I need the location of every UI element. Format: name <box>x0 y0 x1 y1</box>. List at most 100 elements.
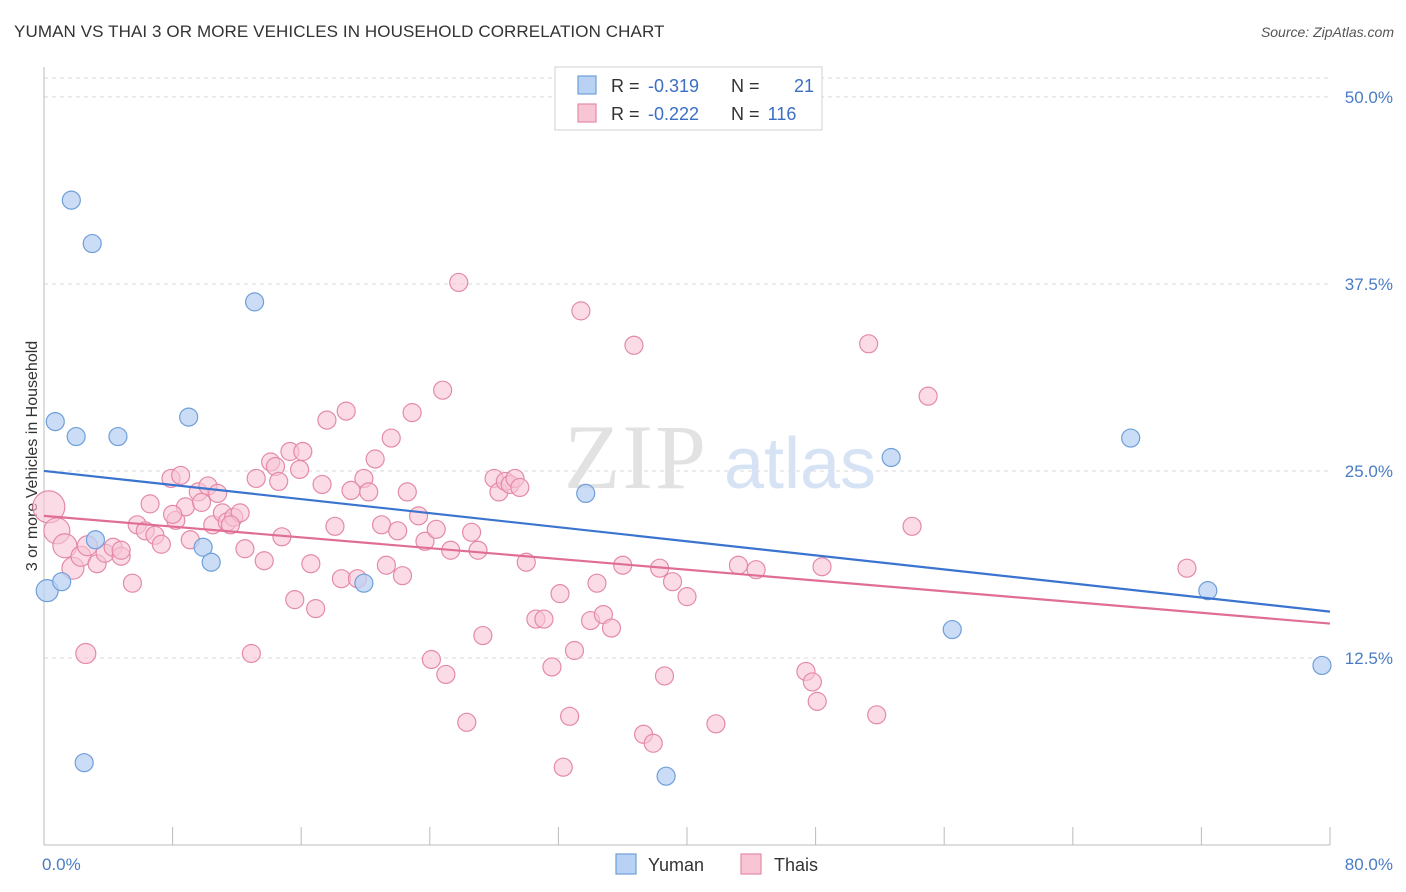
point-thais <box>75 642 97 665</box>
point-thais <box>654 666 675 686</box>
point-thais <box>867 705 887 725</box>
point-thais <box>220 515 241 535</box>
point-thais <box>293 441 313 462</box>
point-thais <box>643 733 663 753</box>
point-thais <box>587 573 607 593</box>
point-thais <box>902 516 922 536</box>
point-thais <box>516 552 536 572</box>
point-yuman <box>576 483 596 504</box>
point-yuman <box>179 407 199 427</box>
legend-n-value: 21 <box>794 76 814 96</box>
point-yuman <box>1198 581 1218 601</box>
point-thais <box>163 504 183 524</box>
point-thais <box>662 572 683 592</box>
data-points <box>32 190 1332 786</box>
trend-lines <box>43 469 1331 625</box>
point-thais <box>269 471 289 492</box>
chart-title: YUMAN VS THAI 3 OR MORE VEHICLES IN HOUS… <box>14 22 665 41</box>
point-yuman <box>82 233 102 254</box>
point-thais <box>306 599 326 619</box>
point-yuman <box>244 292 265 312</box>
point-thais <box>468 540 488 560</box>
point-yuman <box>201 552 221 572</box>
watermark-atlas: atlas <box>724 424 876 504</box>
legend-box <box>554 66 823 131</box>
point-yuman <box>74 753 94 773</box>
point-thais <box>151 534 171 554</box>
y-tick-label: 50.0% <box>1345 88 1393 107</box>
point-thais <box>312 474 332 495</box>
point-yuman <box>66 426 86 447</box>
point-thais <box>433 380 453 400</box>
x-tick-label: 0.0% <box>42 855 81 874</box>
point-thais <box>122 573 143 593</box>
point-thais <box>381 428 401 448</box>
legend-n-label: N = <box>731 104 760 124</box>
point-thais <box>624 335 644 355</box>
point-thais <box>1177 558 1197 578</box>
axes <box>43 67 1331 846</box>
legend-n-value: 116 <box>768 104 797 124</box>
y-tick-label: 37.5% <box>1345 275 1393 294</box>
point-thais <box>426 519 446 539</box>
point-yuman <box>942 619 962 640</box>
point-yuman <box>61 190 81 210</box>
point-thais <box>402 403 422 423</box>
point-thais <box>473 625 493 646</box>
point-thais <box>208 483 228 504</box>
point-thais <box>706 714 726 734</box>
point-thais <box>397 482 417 502</box>
point-thais <box>376 555 396 575</box>
point-thais <box>325 516 345 536</box>
point-thais <box>140 494 160 514</box>
point-thais <box>235 539 255 559</box>
watermark: ZIP atlas <box>564 406 876 508</box>
tick-labels: 12.5% 25.0% 37.5% 50.0% 0.0% 80.0% <box>42 88 1393 874</box>
point-yuman <box>354 573 374 593</box>
point-thais <box>408 506 429 526</box>
legend-swatch-yuman <box>577 75 597 95</box>
point-thais <box>807 691 827 711</box>
point-thais <box>336 401 356 421</box>
point-thais <box>542 657 562 677</box>
point-thais <box>859 334 879 354</box>
point-yuman <box>35 579 59 603</box>
y-tick-label: 12.5% <box>1345 649 1393 668</box>
point-thais <box>550 584 570 604</box>
legend-n-label: N = <box>731 76 760 96</box>
legend-r-label: R = <box>611 76 640 96</box>
chart-source: Source: ZipAtlas.com <box>1260 24 1394 40</box>
point-thais <box>564 640 585 661</box>
point-thais <box>553 757 573 777</box>
point-thais <box>918 386 938 406</box>
point-thais <box>449 272 469 293</box>
bottom-legend-label-thais: Thais <box>774 855 818 875</box>
point-thais <box>285 590 305 610</box>
trend-line-yuman <box>43 469 1331 613</box>
point-thais <box>301 554 321 574</box>
point-thais <box>802 672 822 692</box>
bottom-legend: Yuman Thais <box>615 853 818 875</box>
point-yuman <box>52 572 72 592</box>
legend: R = -0.319 N = 21 R = -0.222 N = 116 <box>554 66 823 131</box>
trend-line-thais <box>43 514 1331 625</box>
point-thais <box>510 477 530 498</box>
bottom-legend-swatch-thais <box>740 853 762 875</box>
point-thais <box>601 618 622 638</box>
point-yuman <box>45 411 65 432</box>
point-thais <box>457 712 477 732</box>
point-yuman <box>1312 655 1332 676</box>
point-yuman <box>85 530 106 550</box>
point-thais <box>111 540 131 560</box>
legend-r-value: -0.319 <box>648 76 699 96</box>
x-tick-label: 80.0% <box>1345 855 1393 874</box>
point-thais <box>560 706 580 726</box>
point-thais <box>534 609 554 629</box>
point-thais <box>436 664 456 685</box>
point-thais <box>171 465 191 486</box>
point-thais <box>388 521 408 541</box>
gridlines <box>44 77 1330 659</box>
point-thais <box>254 551 274 571</box>
point-thais <box>359 482 379 502</box>
